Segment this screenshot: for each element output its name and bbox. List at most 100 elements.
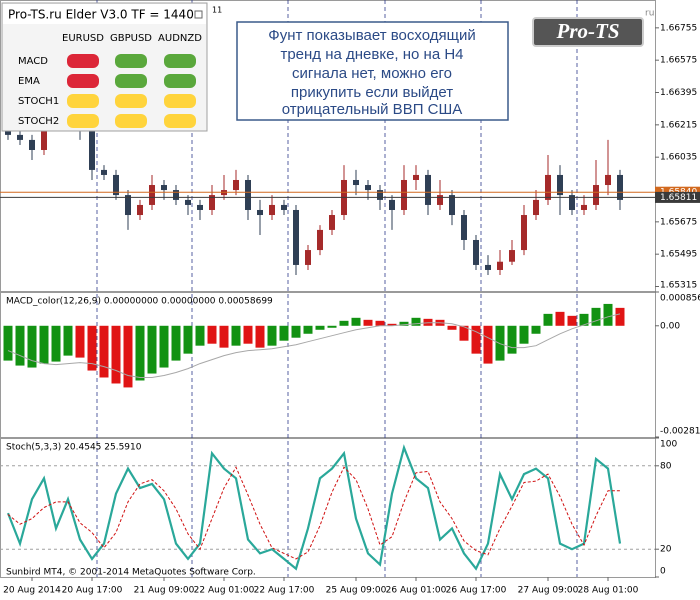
note-line: сигнала нет, можно его	[292, 65, 452, 82]
candle-body	[569, 195, 575, 210]
histogram-bar	[363, 319, 373, 326]
histogram-bar	[339, 320, 349, 326]
panel-row-label: STOCH2	[18, 116, 59, 127]
candle-body	[389, 199, 395, 210]
x-tick-label: 27 Aug 09:00	[518, 586, 579, 596]
histogram-bar	[171, 325, 181, 361]
y-tick-label: 0.00	[660, 321, 680, 331]
x-tick-label: 26 Aug 01:00	[386, 586, 447, 596]
panel-column: EURUSD	[62, 33, 104, 44]
candle-body	[209, 195, 215, 210]
histogram-bar	[447, 325, 457, 330]
signal-pill	[67, 74, 99, 88]
candle-body	[401, 179, 407, 210]
histogram-bar	[483, 325, 493, 364]
y-tick-label: 1.65675	[660, 217, 697, 227]
candle-body	[437, 195, 443, 205]
histogram-bar	[303, 325, 313, 334]
logo-text: Pro-TS	[556, 19, 620, 43]
candle-body	[605, 174, 611, 186]
y-tick-label: 1.66035	[660, 153, 697, 163]
signal-pill	[164, 94, 196, 108]
footer: Sunbird MT4, © 2001-2014 MetaQuotes Soft…	[6, 568, 256, 578]
candle-body	[377, 190, 383, 200]
histogram-bar	[39, 325, 49, 364]
note-frame	[236, 21, 509, 121]
panel-row-label: MACD	[18, 56, 48, 67]
histogram-bar	[255, 325, 265, 348]
candle-body	[233, 179, 239, 191]
panel-row-label: EMA	[18, 76, 40, 87]
panel-column: AUDNZD	[158, 33, 202, 44]
histogram-bar	[291, 325, 301, 338]
y-tick-label: 0.000856	[660, 294, 700, 304]
candle-body	[185, 199, 191, 205]
histogram-bar	[603, 303, 613, 326]
histogram-bar	[87, 325, 97, 371]
signal-pill	[164, 54, 196, 68]
y-tick-label: 20	[660, 545, 672, 555]
y-tick-label: 1.66395	[660, 88, 697, 98]
logo: Pro-TS ru	[532, 9, 654, 47]
x-tick-label: 22 Aug 01:00	[194, 586, 255, 596]
signal-pill	[164, 114, 196, 128]
x-tick-label: 20 Aug 2014	[3, 586, 61, 596]
candle-body	[41, 125, 47, 150]
y-tick-label: 1.65315	[660, 281, 697, 291]
pane-frame	[0, 292, 656, 438]
candle-body	[473, 239, 479, 265]
histogram-bar	[111, 325, 121, 384]
histogram-bar	[507, 325, 517, 354]
price-tag-label: 1.65811	[660, 193, 697, 203]
histogram-bar	[183, 325, 193, 354]
pane-frame	[0, 0, 656, 292]
candle-body	[5, 130, 11, 135]
histogram-bar	[399, 321, 409, 326]
histogram-bar	[351, 317, 361, 326]
note: Фунт показывает восходящий тренд на днев…	[236, 21, 509, 121]
histogram-bar	[471, 325, 481, 354]
y-tick-label: -0.002818	[660, 427, 700, 437]
price-tag	[655, 191, 700, 203]
candle-body	[461, 215, 467, 240]
histogram-bar	[519, 325, 529, 344]
histogram-bar	[207, 325, 217, 344]
y-tick-label: 0	[660, 567, 666, 577]
y-tick-label: 80	[660, 461, 672, 471]
pane-title: MACD_color(12,26,9) 0.00000000 0.0000000…	[6, 297, 273, 307]
histogram-bar	[75, 325, 85, 358]
pane-frame	[0, 438, 656, 578]
note-line: отрицательный ВВП США	[282, 101, 462, 118]
histogram-bar	[375, 320, 385, 326]
note-line: Фунт показывает восходящий	[268, 27, 475, 44]
histogram-bar	[15, 325, 25, 366]
candle-body	[281, 204, 287, 210]
histogram-bar	[531, 325, 541, 334]
y-tick-label: 1.65495	[660, 250, 697, 260]
candle-body	[269, 204, 275, 216]
histogram-bar	[459, 325, 469, 341]
candle-body	[173, 190, 179, 200]
histogram-bar	[555, 311, 565, 326]
candle-body	[485, 264, 491, 270]
candle-body	[293, 209, 299, 265]
histogram-bar	[3, 325, 13, 361]
candle-body	[521, 215, 527, 251]
logo-box	[532, 17, 644, 47]
histogram-bar	[579, 313, 589, 326]
candle-body	[353, 179, 359, 186]
note-line: прикупить если выйдет	[291, 84, 453, 101]
signal-line	[7, 313, 621, 378]
candle-body	[113, 174, 119, 196]
candle-body	[425, 174, 431, 205]
histogram-bar	[51, 325, 61, 362]
histogram-bar	[327, 325, 337, 328]
histogram-bar	[543, 313, 553, 326]
candle-body	[497, 261, 503, 270]
panel-button[interactable]	[194, 10, 203, 19]
panel-row-label: STOCH1	[18, 96, 59, 107]
candle-body	[257, 209, 263, 216]
candle-body	[125, 195, 131, 216]
signal-pill	[67, 54, 99, 68]
candle-body	[413, 174, 419, 180]
